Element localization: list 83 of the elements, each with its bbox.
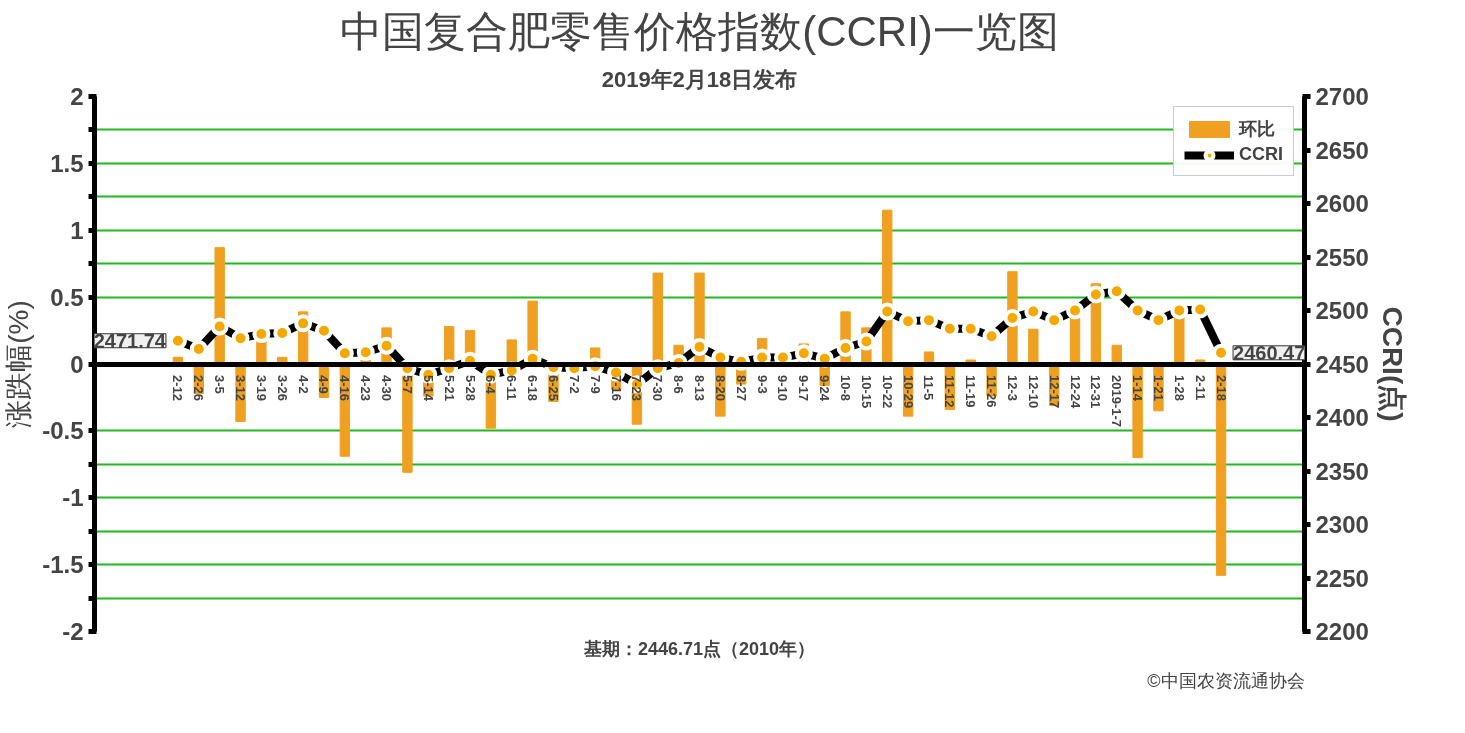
y2-tick-label: 2200: [1315, 618, 1369, 645]
x-tick-label: 2019-1-7: [1109, 375, 1125, 428]
x-tick-label: 8-6: [671, 375, 687, 394]
x-tick-label: 2-11: [1192, 375, 1208, 401]
x-tick-label: 12-24: [1067, 375, 1083, 410]
y2-axis-title: CCRI(点): [1376, 306, 1408, 422]
x-tick-label: 4-16: [337, 375, 353, 402]
x-tick-label: 5-7: [399, 375, 415, 394]
y2-tick-label: 2250: [1315, 564, 1369, 592]
y2-tick-label: 2500: [1315, 297, 1369, 324]
x-tick-label: 9-3: [754, 375, 770, 394]
text: ©中国农资流通协会: [1147, 670, 1305, 691]
x-tick-label: 7-2: [566, 375, 582, 394]
x-tick-label: 3-12: [233, 375, 249, 402]
x-tick-label: 1-28: [1171, 375, 1187, 402]
x-tick-label: 8-20: [712, 375, 728, 402]
legend-label: 环比: [1239, 118, 1275, 141]
bar: [1174, 315, 1185, 365]
x-tick-label: 6-25: [545, 375, 561, 402]
x-tick-label: 2-12: [170, 375, 186, 402]
x-tick-label: 10-22: [879, 375, 895, 409]
y-tick-label: 0: [70, 350, 84, 378]
text: 基期：2446.71点（2010年）: [582, 638, 816, 659]
y2-tick-label: 2300: [1315, 511, 1369, 538]
y-tick-label: -1: [62, 484, 84, 512]
x-tick-label: 7-30: [650, 375, 666, 402]
x-tick-label: 7-23: [629, 375, 645, 402]
y-tick-label: 1: [70, 216, 84, 244]
y-tick-label: -2: [62, 618, 84, 645]
x-tick-label: 3-5: [212, 375, 228, 394]
y2-tick-label: 2550: [1315, 243, 1369, 271]
x-tick-label: 1-21: [1150, 375, 1166, 402]
bar: [1028, 328, 1039, 365]
x-tick-label: 3-26: [274, 375, 290, 402]
x-tick-label: 12-17: [1046, 375, 1062, 409]
y2-tick-label: 2600: [1315, 190, 1369, 217]
y-tick-label: -1.5: [42, 551, 84, 579]
x-tick-label: 9-10: [775, 375, 791, 402]
x-tick-label: 10-29: [900, 375, 916, 409]
x-tick-label: 11-19: [963, 375, 979, 408]
bar: [1111, 344, 1122, 365]
x-tick-label: 6-11: [504, 375, 520, 401]
x-tick-label: 4-9: [316, 375, 332, 394]
chart-subtitle: 2019年2月18日发布: [601, 66, 798, 92]
x-tick-label: 11-12: [942, 375, 958, 408]
x-tick-label: 8-27: [733, 375, 749, 402]
x-tick-label: 11-26: [984, 375, 1000, 408]
x-tick-label: 4-30: [379, 375, 395, 402]
y-tick-label: 2: [70, 83, 84, 110]
x-tick-label: 10-8: [838, 375, 854, 402]
y-tick-label: -0.5: [42, 417, 84, 445]
y2-tick-label: 2450: [1315, 350, 1369, 378]
y2-tick-label: 2650: [1315, 136, 1369, 164]
x-tick-label: 3-19: [253, 375, 269, 402]
x-tick-label: 4-2: [295, 375, 311, 394]
x-tick-label: 5-21: [441, 375, 457, 402]
x-tick-label: 2-18: [1213, 375, 1229, 402]
legend-label: CCRI: [1239, 144, 1283, 165]
x-tick-label: 11-5: [921, 375, 937, 401]
x-tick-label: 4-23: [358, 375, 374, 402]
x-tick-label: 8-13: [692, 375, 707, 402]
x-tick-label: 5-14: [420, 375, 436, 402]
x-tick-label: 5-28: [462, 375, 478, 402]
chart-title: 中国复合肥零售价格指数(CCRI)一览图: [340, 7, 1059, 55]
y-tick-label: 1.5: [50, 149, 84, 177]
x-tick-label: 12-3: [1004, 375, 1020, 402]
x-tick-label: 7-9: [587, 375, 603, 394]
y-tick-label: 0.5: [50, 283, 84, 311]
x-tick-label: 1-14: [1130, 375, 1146, 402]
x-tick-label: 10-15: [858, 375, 874, 409]
y-axis-title: 涨跌幅(%): [3, 300, 35, 428]
x-tick-label: 7-16: [608, 375, 624, 402]
y2-tick-label: 2350: [1315, 457, 1369, 485]
x-tick-label: 12-10: [1025, 375, 1041, 409]
x-tick-label: 6-18: [525, 375, 541, 402]
x-tick-label: 2-26: [191, 375, 207, 402]
x-tick-label: 9-17: [796, 375, 812, 402]
x-tick-label: 6-4: [483, 375, 499, 395]
x-tick-label: 9-24: [817, 375, 833, 402]
bar: [506, 339, 517, 365]
x-tick-label: 12-31: [1088, 375, 1104, 409]
y2-tick-label: 2400: [1315, 404, 1369, 431]
y2-tick-label: 2700: [1315, 83, 1369, 110]
